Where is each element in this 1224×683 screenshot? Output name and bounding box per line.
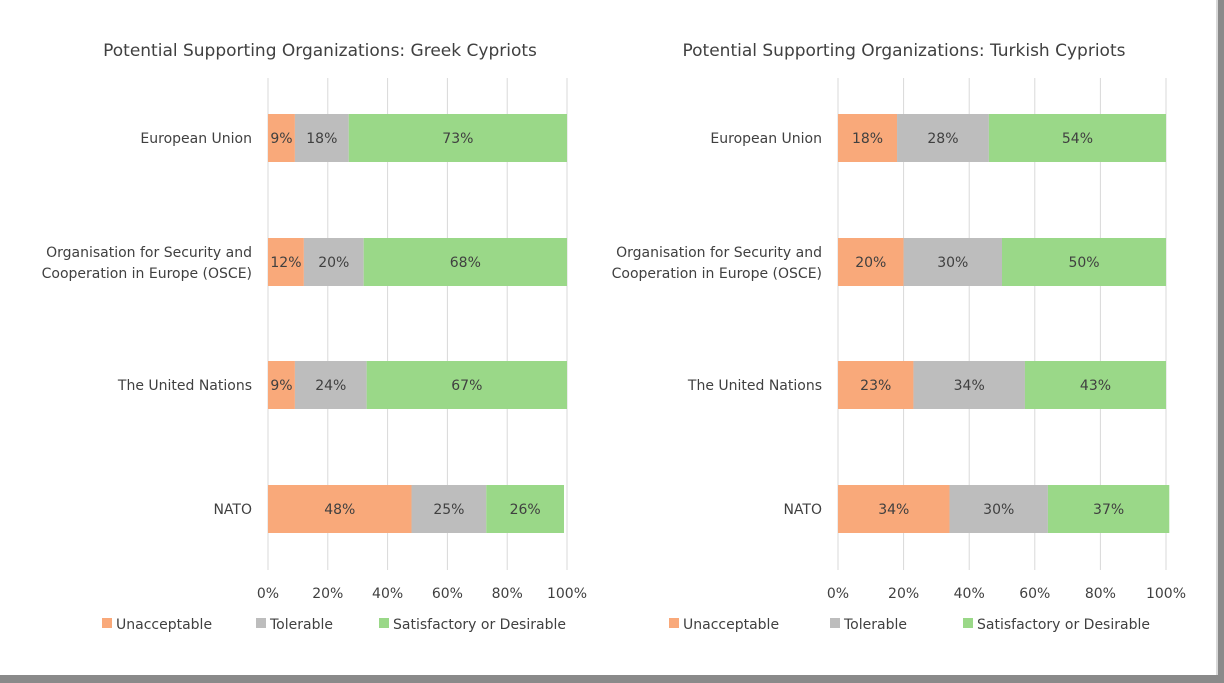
legend-label: Satisfactory or Desirable: [393, 617, 566, 633]
bar-segment: [303, 238, 364, 286]
x-tick-label: 20%: [888, 586, 919, 602]
chart-title: Potential Supporting Organizations: Turk…: [683, 41, 1126, 61]
data-label: 68%: [450, 255, 481, 271]
bar-segment: [294, 361, 367, 409]
bar-segment: [897, 114, 989, 162]
window-frame-bottom: [0, 675, 1224, 683]
data-label: 20%: [318, 255, 349, 271]
data-label: 18%: [852, 131, 883, 147]
category-label: European Union: [710, 131, 822, 147]
x-tick-label: 60%: [1019, 586, 1050, 602]
bar-segment: [363, 238, 567, 286]
legend-label: Tolerable: [843, 617, 907, 633]
bar-segment: [411, 485, 487, 533]
chart-greek-cypriots: Potential Supporting Organizations: Gree…: [0, 0, 610, 670]
bar-segment: [366, 361, 567, 409]
data-label: 30%: [937, 255, 968, 271]
category-label: Organisation for Security and Cooperation…: [42, 245, 252, 282]
category-label: The United Nations: [117, 378, 252, 394]
data-label: 9%: [270, 131, 292, 147]
data-label: 34%: [878, 502, 909, 518]
x-tick-label: 80%: [492, 586, 523, 602]
data-label: 9%: [270, 378, 292, 394]
data-label: 12%: [270, 255, 301, 271]
bar-segment: [268, 238, 304, 286]
bar-segment: [348, 114, 567, 162]
bar-segment: [1047, 485, 1170, 533]
data-label: 30%: [983, 502, 1014, 518]
data-label: 20%: [855, 255, 886, 271]
chart-greek-cypriots-svg: Potential Supporting Organizations: Gree…: [42, 41, 587, 633]
x-tick-label: 40%: [954, 586, 985, 602]
x-tick-label: 60%: [432, 586, 463, 602]
data-label: 24%: [315, 378, 346, 394]
x-tick-label: 0%: [827, 586, 849, 602]
legend-swatch: [102, 618, 112, 628]
bar-segment: [486, 485, 565, 533]
legend-label: Unacceptable: [683, 617, 779, 633]
bar-segment: [1024, 361, 1166, 409]
data-label: 54%: [1062, 131, 1093, 147]
bar-segment: [838, 361, 914, 409]
chart-turkish-cypriots-svg: Potential Supporting Organizations: Turk…: [612, 41, 1186, 633]
bar-segment: [913, 361, 1025, 409]
bar-segment: [838, 238, 904, 286]
category-label: European Union: [140, 131, 252, 147]
data-label: 18%: [306, 131, 337, 147]
legend-swatch: [830, 618, 840, 628]
x-tick-label: 20%: [312, 586, 343, 602]
legend-swatch: [379, 618, 389, 628]
bar-segment: [294, 114, 349, 162]
legend-label: Unacceptable: [116, 617, 212, 633]
window-frame-right: [1218, 0, 1224, 683]
data-label: 37%: [1093, 502, 1124, 518]
x-tick-label: 100%: [547, 586, 587, 602]
bar-segment: [838, 485, 950, 533]
legend-label: Tolerable: [269, 617, 333, 633]
data-label: 67%: [451, 378, 482, 394]
chart-turkish-cypriots: Potential Supporting Organizations: Turk…: [612, 0, 1216, 670]
bar-segment: [1002, 238, 1166, 286]
window-edge: [1216, 0, 1218, 675]
legend-label: Satisfactory or Desirable: [977, 617, 1150, 633]
data-label: 34%: [954, 378, 985, 394]
category-label: NATO: [783, 502, 822, 518]
x-tick-label: 80%: [1085, 586, 1116, 602]
data-label: 48%: [324, 502, 355, 518]
bar-segment: [988, 114, 1166, 162]
x-tick-label: 40%: [372, 586, 403, 602]
category-label: NATO: [213, 502, 252, 518]
legend-swatch: [669, 618, 679, 628]
x-tick-label: 0%: [257, 586, 279, 602]
data-label: 26%: [510, 502, 541, 518]
legend-swatch: [963, 618, 973, 628]
chart-title: Potential Supporting Organizations: Gree…: [103, 41, 537, 61]
data-label: 25%: [433, 502, 464, 518]
data-label: 43%: [1080, 378, 1111, 394]
bar-segment: [949, 485, 1048, 533]
data-label: 28%: [927, 131, 958, 147]
data-label: 73%: [442, 131, 473, 147]
x-tick-label: 100%: [1146, 586, 1186, 602]
bar-segment: [268, 485, 412, 533]
bar-segment: [903, 238, 1002, 286]
legend-swatch: [256, 618, 266, 628]
data-label: 23%: [860, 378, 891, 394]
category-label: Organisation for Security and Cooperation…: [612, 245, 822, 282]
category-label: The United Nations: [687, 378, 822, 394]
data-label: 50%: [1068, 255, 1099, 271]
bar-segment: [268, 361, 295, 409]
bar-segment: [268, 114, 295, 162]
bar-segment: [838, 114, 898, 162]
